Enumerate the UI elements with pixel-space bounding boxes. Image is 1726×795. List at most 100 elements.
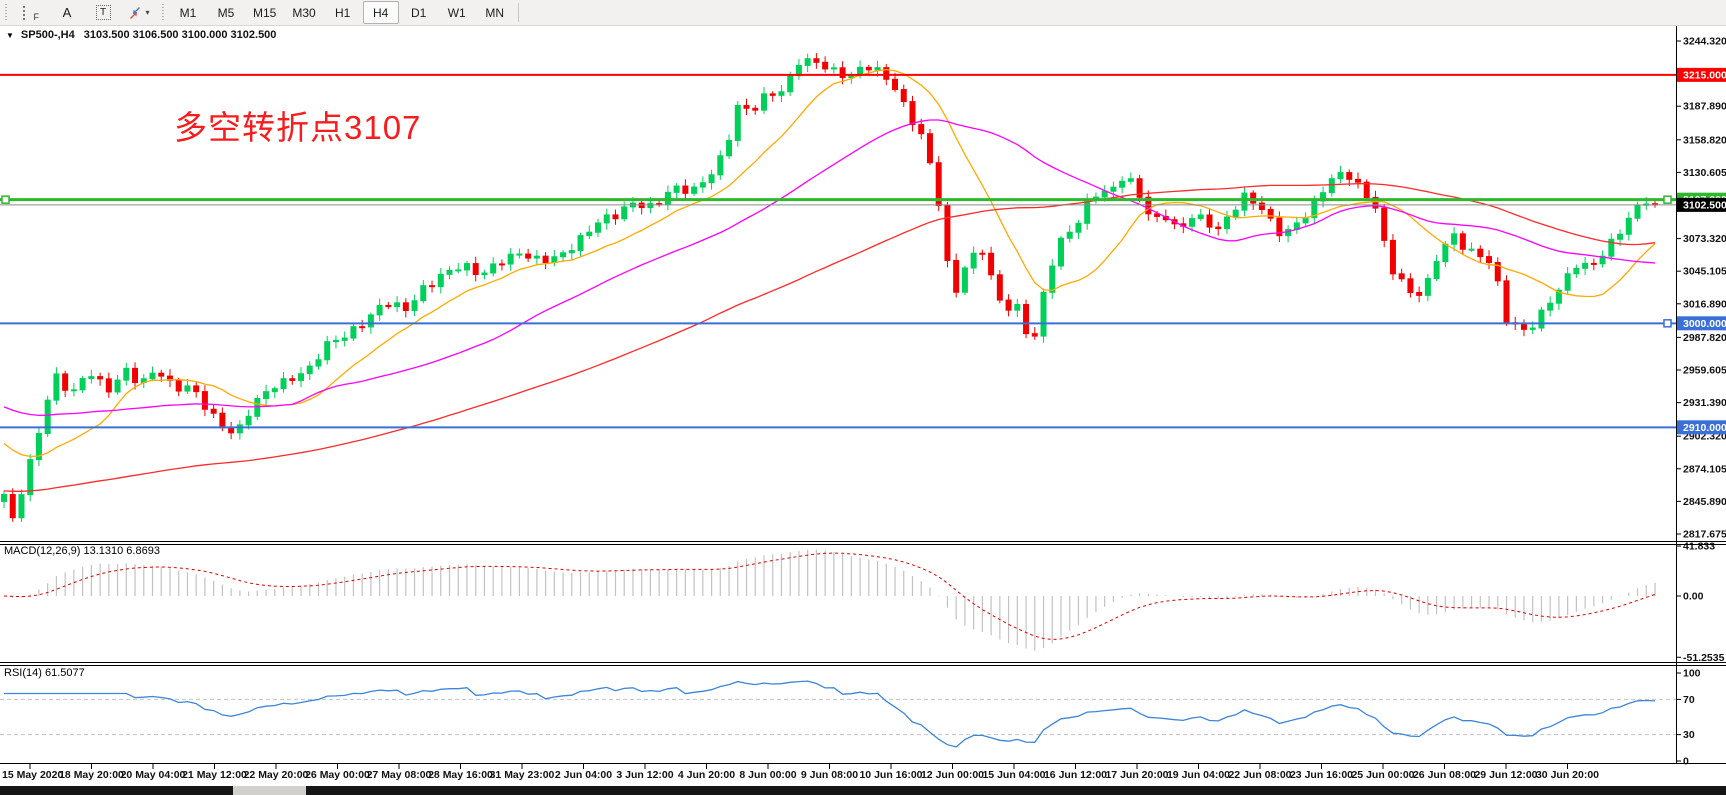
macd-indicator-label: MACD(12,26,9) 13.1310 6.8693 bbox=[4, 545, 160, 557]
bull-candle bbox=[1232, 209, 1239, 218]
text-label-tool-button[interactable]: A bbox=[49, 1, 85, 24]
bear-candle bbox=[1145, 196, 1152, 215]
time-axis-label: 31 May 23:00 bbox=[490, 769, 555, 781]
bear-candle bbox=[1486, 256, 1493, 263]
timeframe-button-h1[interactable]: H1 bbox=[335, 5, 351, 20]
bear-candle bbox=[193, 385, 200, 393]
bear-candle bbox=[1363, 181, 1370, 198]
shapes-tool-button[interactable]: ▾ bbox=[121, 1, 157, 24]
timeframe-button-h4[interactable]: H4 bbox=[362, 1, 399, 24]
timeframe-button-m15[interactable]: M15 bbox=[253, 5, 277, 20]
bear-candle bbox=[988, 252, 995, 276]
line-handle[interactable] bbox=[1663, 319, 1672, 328]
bear-candle bbox=[525, 253, 532, 259]
bear-candle bbox=[918, 124, 925, 135]
bull-candle bbox=[245, 415, 252, 426]
time-axis[interactable] bbox=[0, 764, 1726, 785]
bull-candle bbox=[411, 300, 418, 311]
bull-candle bbox=[961, 267, 968, 293]
ma-mid-line[interactable] bbox=[3, 119, 1656, 417]
bull-candle bbox=[1241, 192, 1248, 211]
bull-candle bbox=[149, 372, 156, 380]
timeframe-button-mn[interactable]: MN bbox=[485, 5, 505, 20]
price-axis-label: 2817.675 bbox=[1683, 529, 1726, 541]
time-axis-label: 25 Jun 00:00 bbox=[1351, 769, 1414, 781]
price-badge bbox=[1677, 316, 1726, 331]
bull-candle bbox=[18, 494, 25, 519]
price-axis-label: 2845.890 bbox=[1683, 496, 1726, 508]
bull-candle bbox=[603, 214, 610, 224]
bull-candle bbox=[507, 253, 514, 265]
bear-candle bbox=[839, 67, 846, 79]
bear-candle bbox=[1258, 202, 1265, 210]
bull-candle bbox=[970, 252, 977, 269]
bear-candle bbox=[1590, 262, 1597, 265]
template-tool-button[interactable]: F bbox=[13, 1, 49, 24]
bull-candle bbox=[254, 398, 261, 417]
timeframe-button-d1[interactable]: D1 bbox=[411, 5, 427, 20]
bull-candle bbox=[1049, 265, 1056, 293]
bull-candle bbox=[1223, 216, 1230, 230]
bear-candle bbox=[883, 67, 890, 80]
timeframe-button-m5[interactable]: M5 bbox=[217, 5, 235, 20]
bear-candle bbox=[429, 285, 436, 288]
bull-candle bbox=[673, 185, 680, 193]
time-axis-label: 26 Jun 08:00 bbox=[1413, 769, 1476, 781]
bull-candle bbox=[1468, 248, 1475, 251]
text-box-tool-button[interactable]: T bbox=[85, 1, 121, 24]
bull-candle bbox=[1555, 289, 1562, 304]
time-axis-label: 22 May 20:00 bbox=[244, 769, 309, 781]
price-axis[interactable] bbox=[1677, 25, 1726, 784]
bull-candle bbox=[1328, 178, 1335, 194]
price-badge bbox=[1677, 420, 1726, 435]
time-axis-label: 12 Jun 00:00 bbox=[921, 769, 984, 781]
shapes-arrows-icon bbox=[130, 6, 141, 19]
bull-candle bbox=[44, 399, 51, 435]
timeframe-button-m1[interactable]: M1 bbox=[179, 5, 197, 20]
bear-candle bbox=[1267, 208, 1274, 219]
bear-candle bbox=[402, 302, 409, 311]
bull-candle bbox=[463, 263, 470, 271]
timeframe-button-w1[interactable]: W1 bbox=[447, 5, 466, 20]
bear-candle bbox=[1206, 214, 1213, 228]
bull-candle bbox=[341, 337, 348, 341]
bull-candle bbox=[1057, 237, 1064, 267]
bull-candle bbox=[1197, 214, 1204, 220]
bear-candle bbox=[813, 58, 820, 63]
bull-candle bbox=[804, 58, 811, 66]
ma-slow-line[interactable] bbox=[3, 183, 1656, 492]
time-axis-label: 27 May 08:00 bbox=[367, 769, 432, 781]
taskbar-light-segment[interactable] bbox=[233, 786, 306, 795]
bull-candle bbox=[586, 231, 593, 237]
bear-candle bbox=[498, 263, 505, 266]
price-axis-label: 3244.320 bbox=[1683, 36, 1726, 48]
bull-candle bbox=[778, 91, 785, 96]
bull-candle bbox=[568, 250, 575, 254]
bear-candle bbox=[926, 133, 933, 164]
bull-candle bbox=[1608, 238, 1615, 257]
bull-candle bbox=[691, 186, 698, 194]
bear-candle bbox=[900, 89, 907, 103]
timeframe-toolbar-handle[interactable] bbox=[160, 3, 167, 22]
bull-candle bbox=[516, 253, 523, 256]
bear-candle bbox=[97, 376, 104, 380]
bear-candle bbox=[743, 104, 750, 109]
bull-candle bbox=[699, 182, 706, 188]
time-axis-label: 3 Jun 12:00 bbox=[616, 769, 673, 781]
bear-candle bbox=[542, 255, 549, 264]
line-handle[interactable] bbox=[1663, 195, 1672, 204]
toolbar-drag-handle[interactable] bbox=[3, 3, 10, 22]
timeframe-button-m30[interactable]: M30 bbox=[292, 5, 316, 20]
bear-candle bbox=[210, 408, 217, 414]
collapse-triangle-icon[interactable]: ▼ bbox=[6, 30, 14, 40]
bull-candle bbox=[324, 341, 331, 361]
bull-candle bbox=[1573, 267, 1580, 275]
bear-candle bbox=[1250, 192, 1257, 204]
chart-annotation-text[interactable]: 多空转折点3107 bbox=[174, 109, 422, 146]
bear-candle bbox=[1398, 273, 1405, 280]
line-handle[interactable] bbox=[1, 195, 10, 204]
bear-candle bbox=[201, 391, 208, 410]
time-axis-label: 8 Jun 00:00 bbox=[739, 769, 796, 781]
rsi-indicator-label: RSI(14) 61.5077 bbox=[4, 667, 85, 679]
